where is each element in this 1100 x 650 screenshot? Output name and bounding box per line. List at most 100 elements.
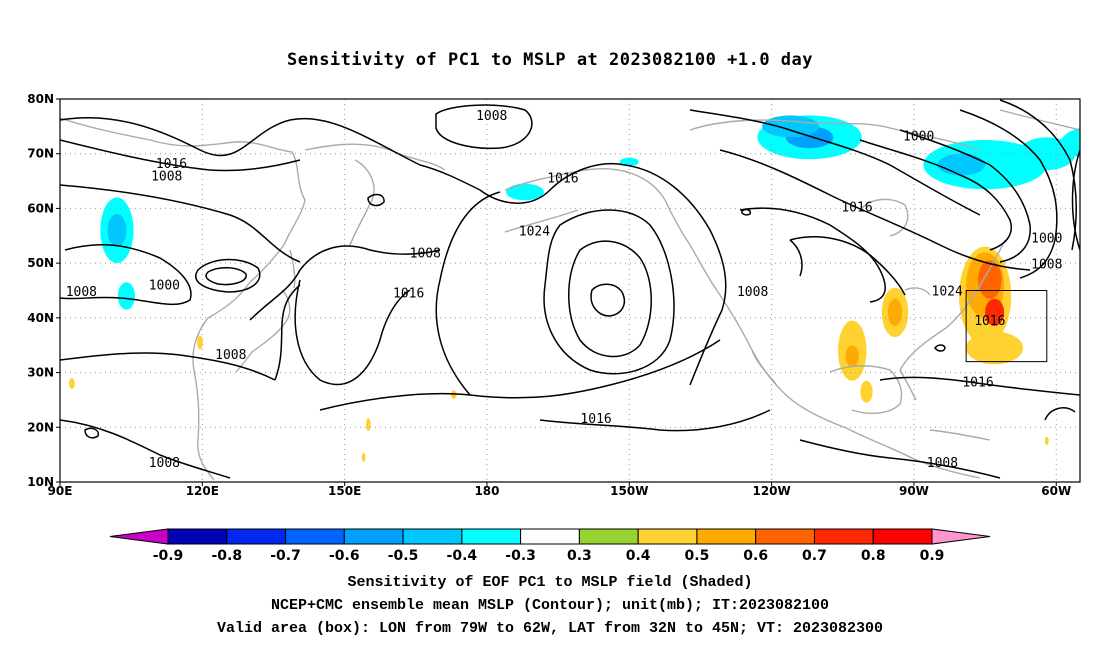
lon-tick-label: 60W <box>1041 484 1071 498</box>
contour-line <box>435 104 533 150</box>
contour-line <box>435 191 501 396</box>
contour-label: 1000 <box>1031 232 1062 247</box>
shading-patch <box>985 298 1005 327</box>
contour-label: 1008 <box>149 456 180 471</box>
contour-label: 1008 <box>151 170 182 185</box>
colorbar-swatch <box>637 528 698 545</box>
contour-line <box>60 352 276 381</box>
colorbar-label: -0.7 <box>270 548 301 564</box>
shading-patch <box>69 378 75 389</box>
contour-label: 1024 <box>932 285 963 300</box>
contour-line <box>789 236 906 296</box>
coastline-great-lakes <box>904 287 931 296</box>
coastline-japan <box>235 289 291 373</box>
shading-patch <box>937 153 986 176</box>
shading-patch <box>762 115 820 138</box>
colorbar-label: -0.5 <box>388 548 419 564</box>
shading-patch <box>845 345 859 368</box>
contour-line <box>959 109 1058 279</box>
colorbar-label: -0.8 <box>211 548 242 564</box>
lon-tick-label: 120E <box>186 484 219 498</box>
contour-label: 1016 <box>962 375 993 390</box>
contour-line <box>294 279 411 386</box>
contour-line <box>1071 149 1080 251</box>
lat-tick-label: 60N <box>27 201 54 215</box>
shading-patch <box>1044 436 1049 446</box>
lon-tick-label: 150E <box>328 484 361 498</box>
contour-line <box>934 344 946 352</box>
contour-line <box>205 267 247 286</box>
contour-label: 1008 <box>1031 257 1062 272</box>
shading-patch <box>361 453 366 462</box>
shading-patch <box>505 183 544 201</box>
shading-patch <box>117 282 135 310</box>
caption-line-1: Sensitivity of EOF PC1 to MSLP field (Sh… <box>347 574 753 591</box>
shading-patch <box>619 157 639 167</box>
sensitivity-shading <box>69 115 1080 462</box>
contour-line <box>739 207 886 303</box>
colorbar-swatch <box>343 528 404 545</box>
contour-label: 1008 <box>737 285 768 300</box>
colorbar-swatch <box>578 528 639 545</box>
shading-patch <box>366 417 371 432</box>
coastline-greenland <box>999 109 1080 131</box>
contour-line <box>899 129 1031 263</box>
colorbar-label: -0.6 <box>329 548 360 564</box>
coastline-gulf-mexico <box>829 365 903 415</box>
colorbar-label: 0.5 <box>685 548 710 564</box>
lon-tick-label: 150W <box>610 484 648 498</box>
colorbar-swatch <box>226 528 287 545</box>
coastline-north-america-east <box>899 239 1006 371</box>
coastline-central-america <box>845 427 981 479</box>
contour-label: 1008 <box>66 285 97 300</box>
coastline-caribbean <box>929 429 991 441</box>
contour-line <box>319 339 721 411</box>
contour-line <box>859 139 1012 251</box>
lat-tick-label: 10N <box>27 475 54 489</box>
shading-patch <box>860 380 873 403</box>
axis-tick-labels: 90E 120E 150E 180 150W 120W 90W 60W 80N 70N 60N 50N… <box>27 92 1071 498</box>
shading-patch <box>197 335 203 350</box>
coastlines <box>60 109 1080 481</box>
lon-tick-label: 90E <box>48 484 73 498</box>
contour-line <box>249 245 441 321</box>
mslp-contours <box>60 99 1080 479</box>
contour-line <box>543 209 675 375</box>
colorbar-label: 0.4 <box>626 548 651 564</box>
colorbar-label: -0.4 <box>447 548 478 564</box>
contour-line <box>60 419 231 479</box>
lat-tick-label: 30N <box>27 366 54 380</box>
coastline-asia-north <box>60 117 306 246</box>
lat-tick-label: 40N <box>27 311 54 325</box>
contour-label: 1016 <box>393 286 424 301</box>
contour-line <box>789 239 803 277</box>
colorbar-label: -0.3 <box>505 548 536 564</box>
contour-label: 1000 <box>149 279 180 294</box>
contour-line <box>1044 407 1076 421</box>
coastline-sakhalin <box>289 249 296 289</box>
contour-label: 1008 <box>476 109 507 124</box>
contour-line <box>624 164 727 386</box>
colorbar-low-end <box>109 528 169 545</box>
colorbar-label: 0.3 <box>567 548 592 564</box>
coastline-hudson-bay <box>859 198 909 237</box>
contour-label: 1000 <box>903 129 934 144</box>
shading-patch <box>107 213 127 247</box>
lat-tick-label: 20N <box>27 420 54 434</box>
lat-tick-label: 50N <box>27 256 54 270</box>
colorbar-swatch <box>872 528 933 545</box>
colorbar-swatch <box>402 528 463 545</box>
shading-patch <box>978 260 1002 299</box>
map-frame <box>59 98 1081 483</box>
colorbar-swatch <box>461 528 522 545</box>
colorbar-swatch <box>696 528 757 545</box>
shading-patch <box>887 298 903 327</box>
coastline-aleutians <box>504 209 579 233</box>
caption-line-2: NCEP+CMC ensemble mean MSLP (Contour); u… <box>270 597 830 614</box>
colorbar-swatch <box>520 528 580 545</box>
lat-tick-label: 80N <box>27 92 54 106</box>
contour-line <box>689 109 981 216</box>
shading-patch <box>1061 127 1080 158</box>
